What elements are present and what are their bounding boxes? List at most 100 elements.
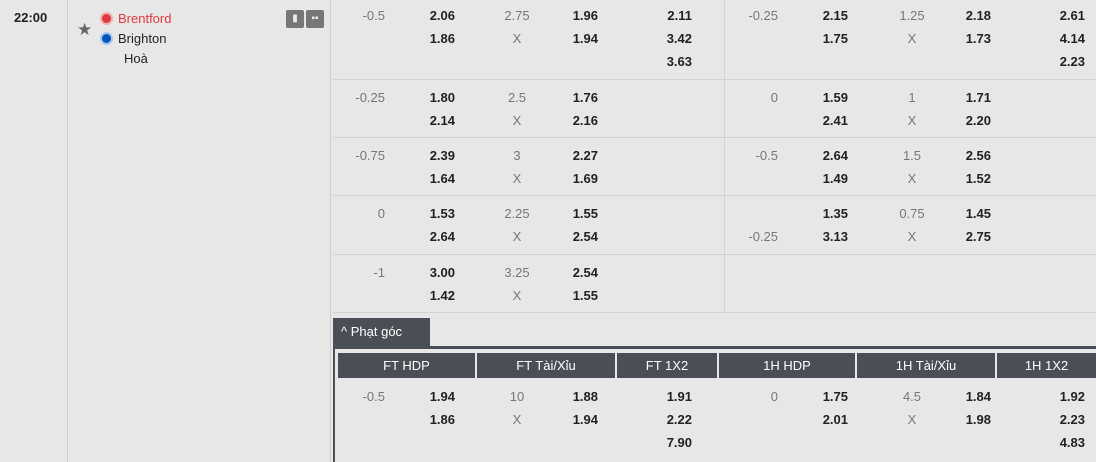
h1-ou-over-odds[interactable]: 2.18 [965,8,991,23]
h1-hdp-home-odds[interactable]: 1.59 [822,90,848,105]
h1-hdp-line: -0.5 [755,148,778,163]
ft-ou-over-odds[interactable]: 2.27 [572,148,598,163]
home-team[interactable]: Brentford [100,11,171,26]
h1-hdp-home-odds[interactable]: 1.35 [822,206,848,221]
ft-ou-over-odds[interactable]: 1.88 [572,389,598,404]
corners-column-header: 1H HDP [719,353,855,378]
ft-ou-under-label: X [512,171,522,186]
away-team[interactable]: Brighton [100,31,166,46]
ft-ou-under-odds[interactable]: 2.16 [572,113,598,128]
h1-hdp-away-odds[interactable]: 3.13 [822,229,848,244]
corners-column-header: 1H Tài/Xỉu [857,353,995,378]
ft-ou-line: 2.75 [504,8,530,23]
h1-hdp-home-odds[interactable]: 1.75 [822,389,848,404]
ft-ou-line: 2.5 [507,90,527,105]
ft-hdp-home-odds[interactable]: 1.53 [429,206,455,221]
corners-column-header: FT HDP [338,353,475,378]
h1-hdp-line: 0 [770,90,778,105]
corners-tab-label: Phạt góc [350,324,403,339]
h1-hdp-home-odds[interactable]: 2.15 [822,8,848,23]
h1-ou-under-odds[interactable]: 1.52 [965,171,991,186]
ft-ou-line: 2.25 [504,206,530,221]
odds-row [333,0,1096,80]
ft-ou-over-odds[interactable]: 2.54 [572,265,598,280]
h1-hdp-home-odds[interactable]: 2.64 [822,148,848,163]
h1-ou-over-odds[interactable]: 1.71 [965,90,991,105]
tab-underline [333,346,1096,349]
ft-ou-line: 10 [509,389,525,404]
h1-1x2-odds[interactable]: 2.23 [1059,412,1085,427]
h1-hdp-away-odds[interactable]: 1.75 [822,31,848,46]
star-icon[interactable]: ★ [77,20,93,39]
ft-ou-over-odds[interactable]: 1.55 [572,206,598,221]
h1-hdp-away-odds[interactable]: 2.01 [822,412,848,427]
h1-ou-under-label: X [907,113,917,128]
ft-ou-under-odds[interactable]: 1.94 [572,31,598,46]
ft-1x2-odds[interactable]: 2.11 [667,8,692,23]
h1-hdp-away-odds[interactable]: 1.49 [822,171,848,186]
h1-ou-under-odds[interactable]: 1.98 [965,412,991,427]
ft-hdp-away-odds[interactable]: 1.86 [429,412,455,427]
ft-ou-line: 3.25 [504,265,530,280]
h1-1x2-odds[interactable]: 4.83 [1059,435,1085,450]
ft-ou-under-odds[interactable]: 1.94 [572,412,598,427]
ft-hdp-away-odds[interactable]: 1.42 [429,288,455,303]
corners-column-header: 1H 1X2 [997,353,1096,378]
h1-ou-under-odds[interactable]: 2.75 [965,229,991,244]
h1-1x2-odds[interactable]: 4.14 [1059,31,1085,46]
ft-ou-over-odds[interactable]: 1.96 [572,8,598,23]
draw-label: Hoà [124,51,148,66]
match-info: ★ Brentford Brighton Hoà ▮ ▪▪ [68,0,331,462]
hierarchy-icon[interactable]: ▪▪ [306,10,324,28]
h1-ou-line: 1.25 [899,8,925,23]
corners-tab[interactable]: ^ Phạt góc [333,318,430,347]
ft-hdp-away-odds[interactable]: 1.64 [429,171,455,186]
half-divider [724,0,725,313]
ft-hdp-away-odds[interactable]: 1.86 [429,31,455,46]
odds-row [333,196,1096,255]
ft-hdp-home-odds[interactable]: 3.00 [429,265,455,280]
match-time: 22:00 [14,10,48,25]
h1-ou-under-label: X [907,171,917,186]
ft-hdp-line: -0.25 [355,90,385,105]
ft-ou-under-odds[interactable]: 2.54 [572,229,598,244]
h1-hdp-away-line: -0.25 [748,229,778,244]
h1-hdp-away-odds[interactable]: 2.41 [822,113,848,128]
h1-1x2-odds[interactable]: 1.92 [1059,389,1085,404]
h1-ou-over-odds[interactable]: 1.45 [965,206,991,221]
h1-ou-over-odds[interactable]: 2.56 [965,148,991,163]
h1-ou-over-odds[interactable]: 1.84 [965,389,991,404]
ft-1x2-odds[interactable]: 3.42 [666,31,692,46]
ft-ou-over-odds[interactable]: 1.76 [572,90,598,105]
ft-1x2-odds[interactable]: 3.63 [666,54,692,69]
ft-hdp-home-odds[interactable]: 1.94 [429,389,455,404]
ft-ou-under-odds[interactable]: 1.55 [572,288,598,303]
ft-ou-under-odds[interactable]: 1.69 [572,171,598,186]
bar-chart-icon[interactable]: ▮ [286,10,304,28]
away-team-name: Brighton [118,31,167,46]
h1-ou-under-label: X [907,229,917,244]
ft-1x2-odds[interactable]: 1.91 [666,389,692,404]
h1-1x2-odds[interactable]: 2.23 [1059,54,1085,69]
h1-hdp-line: 0 [770,389,778,404]
h1-ou-under-odds[interactable]: 2.20 [965,113,991,128]
ft-hdp-away-odds[interactable]: 2.14 [429,113,455,128]
ft-hdp-away-odds[interactable]: 2.64 [429,229,455,244]
time-column: 22:00 [0,0,68,462]
h1-ou-line: 1.5 [902,148,922,163]
ft-ou-under-label: X [512,412,522,427]
h1-ou-line: 0.75 [899,206,925,221]
ft-hdp-line: 0 [377,206,385,221]
ft-ou-under-label: X [512,288,522,303]
ft-hdp-home-odds[interactable]: 1.80 [429,90,455,105]
odds-row [333,80,1096,138]
ft-1x2-odds[interactable]: 7.90 [666,435,692,450]
ft-hdp-home-odds[interactable]: 2.06 [429,8,455,23]
ft-ou-under-label: X [512,229,522,244]
odds-row [333,138,1096,196]
h1-ou-under-odds[interactable]: 1.73 [965,31,991,46]
h1-1x2-odds[interactable]: 2.61 [1059,8,1085,23]
ft-hdp-home-odds[interactable]: 2.39 [429,148,455,163]
ft-hdp-line: -0.5 [362,8,385,23]
ft-1x2-odds[interactable]: 2.22 [666,412,692,427]
